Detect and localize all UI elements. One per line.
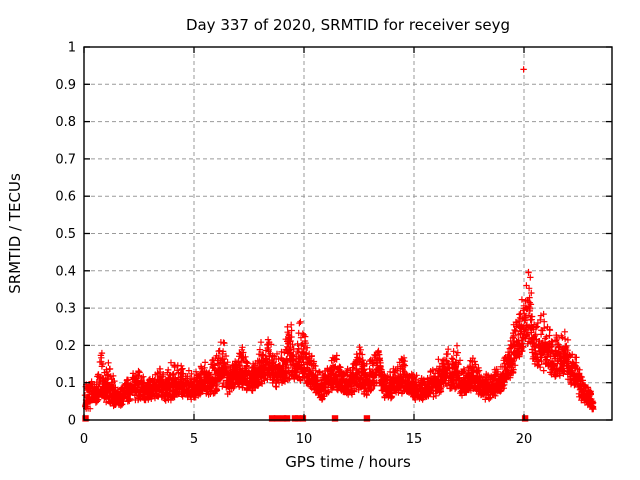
y-tick-label: 0.3	[55, 302, 76, 317]
zero-value-marker	[268, 415, 276, 422]
y-tick-label: 0.9	[55, 78, 76, 93]
zero-value-marker	[363, 415, 371, 422]
y-tick-label: 0.8	[55, 115, 76, 130]
zero-value-marker	[273, 415, 281, 422]
x-tick-label: 0	[80, 432, 88, 447]
grid-lines	[84, 47, 612, 420]
x-tick-label: 20	[516, 432, 533, 447]
tick-labels: 00.10.20.30.40.50.60.70.80.910 5 10 15 20	[55, 41, 532, 448]
y-tick-label: 0.4	[55, 264, 76, 279]
srmtid-scatter-points	[81, 66, 597, 413]
x-tick-label: 15	[406, 432, 423, 447]
plot-border	[83, 46, 613, 421]
y-tick-label: 0.2	[55, 339, 76, 354]
x-axis-label: GPS time / hours	[285, 453, 411, 471]
zero-value-marker	[299, 415, 307, 422]
y-tick-label: 1	[68, 41, 76, 56]
y-tick-label: 0.5	[55, 227, 76, 242]
zero-value-marker	[294, 415, 302, 422]
zero-value-marker	[279, 415, 287, 422]
zero-value-marker	[331, 415, 339, 422]
y-axis-label: SRMTID / TECUs	[6, 173, 24, 294]
zero-value-marker	[283, 415, 291, 422]
y-tick-label: 0.6	[55, 190, 76, 205]
chart-title: Day 337 of 2020, SRMTID for receiver sey…	[186, 16, 510, 34]
zero-value-marker	[82, 415, 89, 422]
y-tick-label: 0	[68, 414, 76, 429]
x-tick-label: 5	[190, 432, 198, 447]
y-tick-label: 0.7	[55, 152, 76, 167]
zero-value-marker	[521, 415, 529, 422]
y-tick-label: 0.1	[55, 376, 76, 391]
x-tick-label: 10	[296, 432, 313, 447]
data-points	[81, 66, 597, 422]
